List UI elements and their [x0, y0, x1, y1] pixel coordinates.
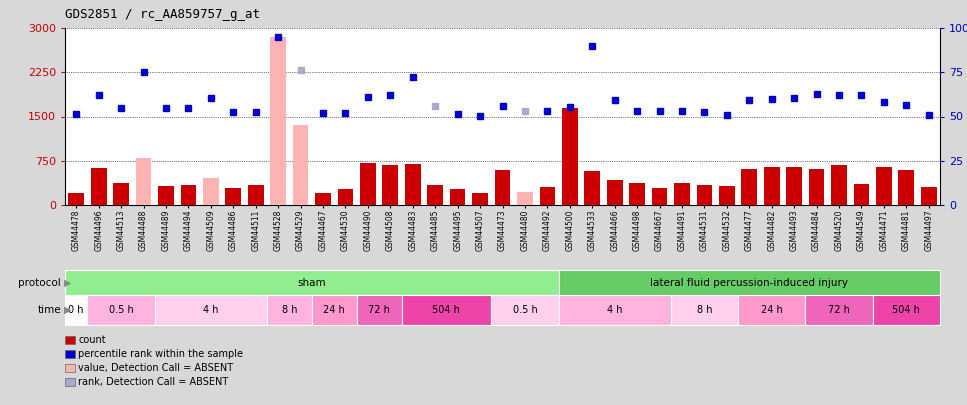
Text: 504 h: 504 h [893, 305, 921, 315]
Text: GDS2851 / rc_AA859757_g_at: GDS2851 / rc_AA859757_g_at [65, 8, 260, 21]
Bar [315, 193, 331, 205]
Bar [311, 295, 357, 325]
Text: 0 h: 0 h [69, 305, 84, 315]
Bar [876, 166, 892, 205]
Text: count: count [78, 335, 105, 345]
Text: 24 h: 24 h [323, 305, 345, 315]
Bar [113, 183, 129, 205]
Bar [495, 170, 511, 205]
Bar [427, 185, 443, 205]
Bar [742, 169, 757, 205]
Text: value, Detection Call = ABSENT: value, Detection Call = ABSENT [78, 363, 233, 373]
Bar [872, 295, 940, 325]
Bar [584, 171, 601, 205]
Bar [203, 179, 219, 205]
Text: protocol: protocol [18, 277, 61, 288]
Bar [674, 183, 689, 205]
Text: lateral fluid percussion-induced injury: lateral fluid percussion-induced injury [650, 277, 848, 288]
Bar [405, 164, 421, 205]
Bar [181, 185, 196, 205]
Bar [562, 108, 577, 205]
Bar [607, 180, 623, 205]
Bar [491, 295, 559, 325]
Text: sham: sham [298, 277, 326, 288]
Bar [854, 184, 869, 205]
Bar [401, 295, 491, 325]
Bar [472, 193, 488, 205]
Bar [225, 188, 241, 205]
Text: 4 h: 4 h [607, 305, 623, 315]
Bar [764, 167, 779, 205]
Bar [159, 186, 174, 205]
Bar [155, 295, 267, 325]
Bar [65, 295, 87, 325]
Bar [559, 270, 940, 295]
Bar [921, 187, 937, 205]
Bar [450, 189, 465, 205]
Text: 0.5 h: 0.5 h [513, 305, 538, 315]
Text: 72 h: 72 h [828, 305, 850, 315]
Text: percentile rank within the sample: percentile rank within the sample [78, 349, 243, 359]
Text: 72 h: 72 h [368, 305, 390, 315]
Bar [517, 192, 533, 205]
Bar [540, 187, 555, 205]
Bar [65, 270, 559, 295]
Bar [357, 295, 401, 325]
Bar [696, 185, 713, 205]
Bar [806, 295, 872, 325]
Bar [630, 183, 645, 205]
Bar [652, 188, 667, 205]
Text: ▶: ▶ [64, 277, 72, 288]
Bar [738, 295, 806, 325]
Bar [91, 168, 106, 205]
Text: 4 h: 4 h [203, 305, 219, 315]
Bar [248, 185, 264, 205]
Bar [383, 165, 398, 205]
Bar [293, 126, 308, 205]
Bar [360, 162, 376, 205]
Text: 24 h: 24 h [761, 305, 782, 315]
Bar [719, 186, 735, 205]
Bar [135, 158, 152, 205]
Text: 8 h: 8 h [696, 305, 712, 315]
Bar [671, 295, 738, 325]
Bar [267, 295, 311, 325]
Bar [87, 295, 155, 325]
Bar [271, 37, 286, 205]
Text: 8 h: 8 h [281, 305, 297, 315]
Text: time: time [38, 305, 61, 315]
Bar [69, 193, 84, 205]
Text: rank, Detection Call = ABSENT: rank, Detection Call = ABSENT [78, 377, 228, 387]
Text: 0.5 h: 0.5 h [108, 305, 133, 315]
Bar [898, 170, 914, 205]
Bar [786, 166, 802, 205]
Bar [832, 165, 847, 205]
Bar [559, 295, 671, 325]
Bar [808, 169, 825, 205]
Text: 504 h: 504 h [432, 305, 460, 315]
Bar [337, 189, 353, 205]
Text: ▶: ▶ [64, 305, 72, 315]
